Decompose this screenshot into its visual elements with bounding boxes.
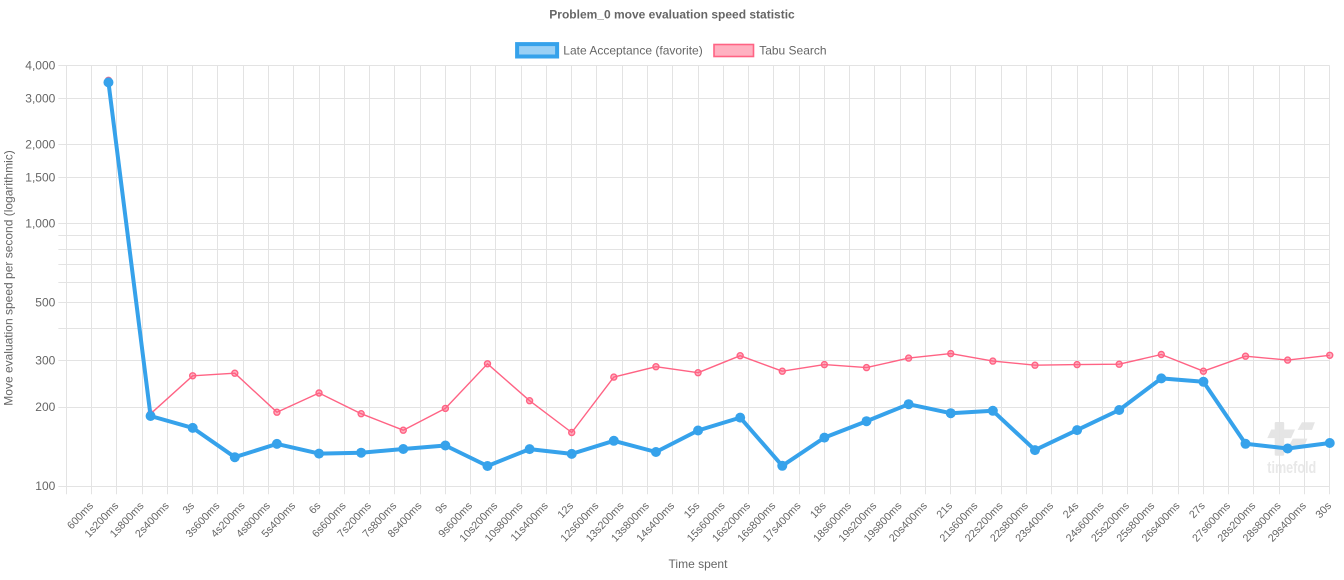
svg-text:300: 300 xyxy=(35,354,55,368)
svg-text:200: 200 xyxy=(35,400,55,414)
svg-text:Move evaluation speed per seco: Move evaluation speed per second (logari… xyxy=(2,150,16,405)
svg-text:Time spent: Time spent xyxy=(669,557,729,571)
svg-text:4,000: 4,000 xyxy=(25,59,55,73)
svg-text:1,500: 1,500 xyxy=(25,170,55,184)
svg-text:2,000: 2,000 xyxy=(25,137,55,151)
svg-text:500: 500 xyxy=(35,295,55,309)
svg-text:3,000: 3,000 xyxy=(25,91,55,105)
svg-text:Problem_0 move evaluation spee: Problem_0 move evaluation speed statisti… xyxy=(549,8,795,22)
svg-text:Tabu Search: Tabu Search xyxy=(759,44,826,58)
svg-text:100: 100 xyxy=(35,479,55,493)
svg-text:Late Acceptance (favorite): Late Acceptance (favorite) xyxy=(563,44,702,58)
svg-text:timefold: timefold xyxy=(1267,459,1316,477)
svg-text:1,000: 1,000 xyxy=(25,216,55,230)
